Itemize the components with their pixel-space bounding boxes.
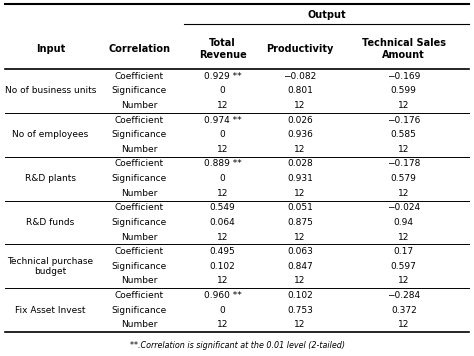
Text: 0.102: 0.102 xyxy=(210,262,236,271)
Text: 0.063: 0.063 xyxy=(287,247,313,256)
Text: 0.889 **: 0.889 ** xyxy=(204,159,241,168)
Text: **.Correlation is significant at the 0.01 level (2-tailed): **.Correlation is significant at the 0.0… xyxy=(129,341,345,350)
Text: Number: Number xyxy=(121,145,158,154)
Text: 0.028: 0.028 xyxy=(287,159,313,168)
Text: 0: 0 xyxy=(220,86,226,95)
Text: 0.372: 0.372 xyxy=(391,306,417,315)
Text: 0.929 **: 0.929 ** xyxy=(204,72,241,80)
Text: 0.051: 0.051 xyxy=(287,203,313,212)
Text: 0.960 **: 0.960 ** xyxy=(204,291,241,300)
Text: Coefficient: Coefficient xyxy=(115,115,164,125)
Text: −0.284: −0.284 xyxy=(387,291,420,300)
Text: Number: Number xyxy=(121,189,158,198)
Text: 0.17: 0.17 xyxy=(394,247,414,256)
Text: 12: 12 xyxy=(398,232,410,242)
Text: 12: 12 xyxy=(398,189,410,198)
Text: 12: 12 xyxy=(294,277,306,286)
Text: 0.753: 0.753 xyxy=(287,306,313,315)
Text: 12: 12 xyxy=(294,189,306,198)
Text: 0.875: 0.875 xyxy=(287,218,313,227)
Text: Number: Number xyxy=(121,277,158,286)
Text: No of employees: No of employees xyxy=(12,130,88,139)
Text: Technical Sales
Amount: Technical Sales Amount xyxy=(362,38,446,59)
Text: Technical purchase
budget: Technical purchase budget xyxy=(7,257,93,276)
Text: 12: 12 xyxy=(217,277,228,286)
Text: 0.579: 0.579 xyxy=(391,174,417,183)
Text: Coefficient: Coefficient xyxy=(115,159,164,168)
Text: 12: 12 xyxy=(217,189,228,198)
Text: 12: 12 xyxy=(217,320,228,329)
Text: 12: 12 xyxy=(398,145,410,154)
Text: −0.176: −0.176 xyxy=(387,115,420,125)
Text: Productivity: Productivity xyxy=(266,44,334,54)
Text: 0.94: 0.94 xyxy=(394,218,414,227)
Text: 12: 12 xyxy=(294,145,306,154)
Text: Significance: Significance xyxy=(112,86,167,95)
Text: −0.082: −0.082 xyxy=(283,72,317,80)
Text: R&D plants: R&D plants xyxy=(25,174,76,183)
Text: Correlation: Correlation xyxy=(109,44,171,54)
Text: 0.974 **: 0.974 ** xyxy=(204,115,241,125)
Text: 0.064: 0.064 xyxy=(210,218,236,227)
Text: 12: 12 xyxy=(217,145,228,154)
Text: Fix Asset Invest: Fix Asset Invest xyxy=(15,306,85,315)
Text: Coefficient: Coefficient xyxy=(115,291,164,300)
Text: Coefficient: Coefficient xyxy=(115,247,164,256)
Text: 0.847: 0.847 xyxy=(287,262,313,271)
Text: Total
Revenue: Total Revenue xyxy=(199,38,246,59)
Text: Number: Number xyxy=(121,101,158,110)
Text: Coefficient: Coefficient xyxy=(115,203,164,212)
Text: 0.599: 0.599 xyxy=(391,86,417,95)
Text: Significance: Significance xyxy=(112,306,167,315)
Text: Number: Number xyxy=(121,320,158,329)
Text: 0.936: 0.936 xyxy=(287,130,313,139)
Text: Input: Input xyxy=(36,44,65,54)
Text: No of business units: No of business units xyxy=(5,86,96,95)
Text: 12: 12 xyxy=(294,320,306,329)
Text: 12: 12 xyxy=(217,232,228,242)
Text: 0: 0 xyxy=(220,130,226,139)
Text: 0: 0 xyxy=(220,174,226,183)
Text: Number: Number xyxy=(121,232,158,242)
Text: Significance: Significance xyxy=(112,130,167,139)
Text: Coefficient: Coefficient xyxy=(115,72,164,80)
Text: 0.585: 0.585 xyxy=(391,130,417,139)
Text: 0.026: 0.026 xyxy=(287,115,313,125)
Text: 12: 12 xyxy=(398,320,410,329)
Text: −0.024: −0.024 xyxy=(387,203,420,212)
Text: Significance: Significance xyxy=(112,174,167,183)
Text: 0.931: 0.931 xyxy=(287,174,313,183)
Text: 12: 12 xyxy=(294,101,306,110)
Text: Output: Output xyxy=(307,10,346,20)
Text: −0.178: −0.178 xyxy=(387,159,420,168)
Text: 12: 12 xyxy=(217,101,228,110)
Text: 0.597: 0.597 xyxy=(391,262,417,271)
Text: 0.495: 0.495 xyxy=(210,247,236,256)
Text: 12: 12 xyxy=(398,101,410,110)
Text: 12: 12 xyxy=(294,232,306,242)
Text: R&D funds: R&D funds xyxy=(26,218,74,227)
Text: 0: 0 xyxy=(220,306,226,315)
Text: 0.102: 0.102 xyxy=(287,291,313,300)
Text: Significance: Significance xyxy=(112,262,167,271)
Text: 12: 12 xyxy=(398,277,410,286)
Text: 0.549: 0.549 xyxy=(210,203,236,212)
Text: Significance: Significance xyxy=(112,218,167,227)
Text: 0.801: 0.801 xyxy=(287,86,313,95)
Text: −0.169: −0.169 xyxy=(387,72,420,80)
